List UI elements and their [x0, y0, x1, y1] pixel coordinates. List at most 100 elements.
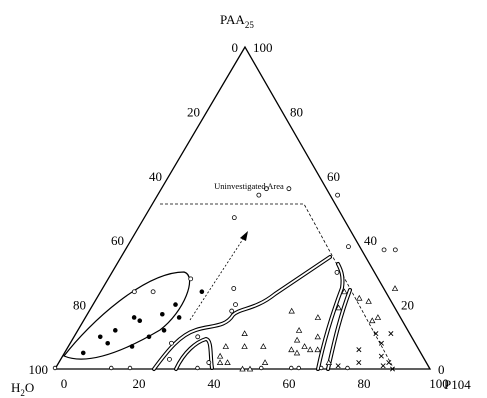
- edge-circle-point: [345, 365, 350, 371]
- triangle-point: [325, 359, 332, 365]
- triangle-point: [391, 285, 399, 291]
- edge-circle-point: [296, 365, 301, 371]
- triangle-point: [293, 349, 301, 356]
- triangle-point: [306, 346, 314, 353]
- phase-boundaries: [152, 255, 352, 371]
- cross-point: [380, 363, 386, 369]
- region-boundary-left: [63, 271, 191, 360]
- cross-stroke: [378, 340, 384, 346]
- triangle-point: [356, 294, 363, 301]
- vertex-top-main: PAA: [220, 12, 245, 27]
- bottom-tick-label: 80: [358, 376, 371, 391]
- bottom-tick-label: 20: [133, 376, 146, 391]
- triangle-point: [241, 330, 248, 337]
- cross-stroke: [378, 353, 384, 359]
- uninvestigated-boundary: [160, 203, 395, 370]
- triangle-point: [222, 343, 229, 349]
- cross-point: [388, 331, 394, 337]
- filled-circle-point: [80, 350, 86, 356]
- triangle-point: [365, 298, 372, 304]
- cross-stroke: [335, 363, 341, 369]
- open-circle-point: [206, 360, 212, 365]
- right-side-ticks: 100 80 60 40 20 0: [253, 40, 445, 377]
- open-circle-point: [195, 334, 201, 340]
- vertex-label-right: P104: [444, 377, 471, 392]
- edge-circle-point: [319, 365, 324, 371]
- trend-arrow-line: [189, 235, 246, 321]
- triangle-point: [314, 333, 321, 340]
- open-circle-point: [188, 276, 194, 282]
- filled-circle-point: [129, 344, 135, 349]
- triangle-point: [239, 365, 246, 372]
- cross-stroke: [356, 360, 362, 366]
- vertex-left-suffix: O: [25, 380, 34, 395]
- vertex-left-sub: 2: [20, 388, 25, 398]
- open-circle-point: [286, 186, 292, 192]
- edge-circle-point: [195, 365, 200, 371]
- cross-stroke: [386, 360, 392, 366]
- filled-circle-point: [173, 302, 178, 307]
- edge-circle-point: [127, 365, 133, 371]
- right-tick-label: 20: [401, 298, 414, 313]
- filled-circle-point: [176, 315, 182, 320]
- open-circle-point: [231, 215, 237, 221]
- cross-stroke: [356, 347, 362, 353]
- triangle-point: [369, 317, 376, 324]
- filled-circle-point: [199, 289, 205, 295]
- open-circle-point: [131, 289, 137, 295]
- boundary-curve-loop: [174, 336, 214, 371]
- left-tick-label: 80: [73, 298, 86, 313]
- edge-circle-point: [259, 365, 264, 371]
- left-tick-label: 100: [29, 362, 49, 377]
- right-tick-label: 40: [364, 233, 377, 248]
- open-circle-point: [335, 192, 341, 198]
- trend-arrow-head: [240, 231, 248, 241]
- triangle-point: [216, 352, 224, 359]
- triangle-point: [260, 343, 267, 349]
- left-tick-label: 0: [232, 40, 239, 55]
- filled-circle-point: [97, 334, 103, 340]
- triangle-point: [288, 346, 295, 353]
- open-circle-point: [381, 247, 387, 253]
- cross-stroke: [388, 331, 394, 337]
- right-tick-label: 100: [253, 40, 273, 55]
- uninvestigated-area-label: Uninvestigated Area: [214, 181, 284, 191]
- cross-point: [373, 331, 379, 337]
- triangle-point: [261, 359, 269, 365]
- bottom-tick-label: 0: [61, 376, 68, 391]
- cross-point: [378, 353, 384, 359]
- left-tick-label: 60: [111, 233, 124, 248]
- triangle-point: [246, 365, 254, 372]
- triangle-point: [341, 288, 348, 295]
- open-circle-point: [263, 186, 269, 192]
- open-circle-point: [334, 269, 340, 275]
- cross-point: [356, 360, 362, 366]
- bottom-tick-label: 100: [429, 376, 449, 391]
- left-tick-label: 20: [187, 104, 200, 119]
- cross-stroke: [373, 331, 379, 337]
- left-tick-label: 40: [149, 169, 162, 184]
- triangle-point: [216, 359, 224, 365]
- data-points: [52, 186, 399, 372]
- filled-circle-point: [137, 318, 143, 324]
- bottom-tick-label: 60: [283, 376, 296, 391]
- open-circle-point: [169, 340, 174, 346]
- triangle-point: [314, 314, 322, 320]
- edge-circle-point: [289, 365, 294, 371]
- right-tick-label: 80: [290, 104, 303, 119]
- cross-stroke: [389, 366, 396, 372]
- triangle-point: [301, 343, 308, 349]
- triangle-point: [288, 307, 295, 314]
- open-circle-point: [150, 289, 156, 295]
- triangle-point: [335, 304, 342, 311]
- boundary-curve-loop-inner: [175, 338, 213, 370]
- vertex-label-top: PAA25: [220, 12, 254, 30]
- open-circle-point: [167, 356, 172, 362]
- filled-circle-point: [131, 315, 137, 320]
- open-circle-point: [233, 302, 238, 308]
- cross-point: [386, 360, 392, 366]
- open-circle-point: [346, 244, 351, 250]
- filled-circle-point: [113, 328, 118, 333]
- vertex-label-left: H2O: [11, 380, 34, 398]
